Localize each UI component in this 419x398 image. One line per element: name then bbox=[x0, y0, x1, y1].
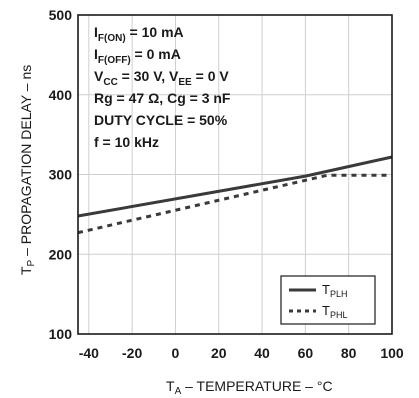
y-tick-labels: 100 200 300 400 500 bbox=[49, 7, 73, 342]
condition-supply: VCC = 30 V, VEE = 0 V bbox=[94, 68, 229, 88]
condition-if-on-sub: F(ON) bbox=[98, 33, 126, 44]
condition-gate: Rg = 47 Ω, Cg = 3 nF bbox=[94, 90, 231, 106]
x-tick-label: -40 bbox=[79, 345, 99, 361]
x-axis-label: TA – TEMPERATURE – °C bbox=[166, 378, 333, 397]
x-tick-labels: -40 -20 0 20 40 60 80 100 bbox=[79, 345, 404, 361]
x-tick-label: 80 bbox=[341, 345, 357, 361]
y-tick-label: 400 bbox=[49, 87, 73, 103]
series-lines bbox=[77, 155, 393, 235]
x-tick-label: 40 bbox=[254, 345, 270, 361]
x-tick-label: -20 bbox=[122, 345, 142, 361]
y-tick-label: 300 bbox=[49, 167, 73, 183]
series-line-tplh bbox=[77, 155, 393, 218]
condition-if-off: IF(OFF) = 0 mA bbox=[94, 46, 181, 66]
x-tick-label: 100 bbox=[380, 345, 404, 361]
test-conditions: IF(ON) = 10 mA IF(OFF) = 0 mA VCC = 30 V… bbox=[94, 24, 231, 150]
x-tick-label: 0 bbox=[172, 345, 180, 361]
condition-if-on: IF(ON) = 10 mA bbox=[94, 24, 184, 44]
plot-frame bbox=[77, 14, 393, 335]
y-tick-label: 500 bbox=[49, 7, 73, 23]
series-line-tphl bbox=[77, 173, 392, 235]
condition-frequency: f = 10 kHz bbox=[94, 134, 159, 150]
y-tick-label: 200 bbox=[49, 246, 73, 262]
x-tick-label: 60 bbox=[298, 345, 314, 361]
x-tick-label: 20 bbox=[211, 345, 227, 361]
condition-duty: DUTY CYCLE = 50% bbox=[94, 112, 228, 128]
legend: TPLH TPHL bbox=[280, 275, 376, 325]
legend-box bbox=[280, 275, 376, 325]
y-axis-label: TP – PROPAGATION DELAY – ns bbox=[18, 65, 37, 275]
y-tick-label: 100 bbox=[49, 326, 73, 342]
